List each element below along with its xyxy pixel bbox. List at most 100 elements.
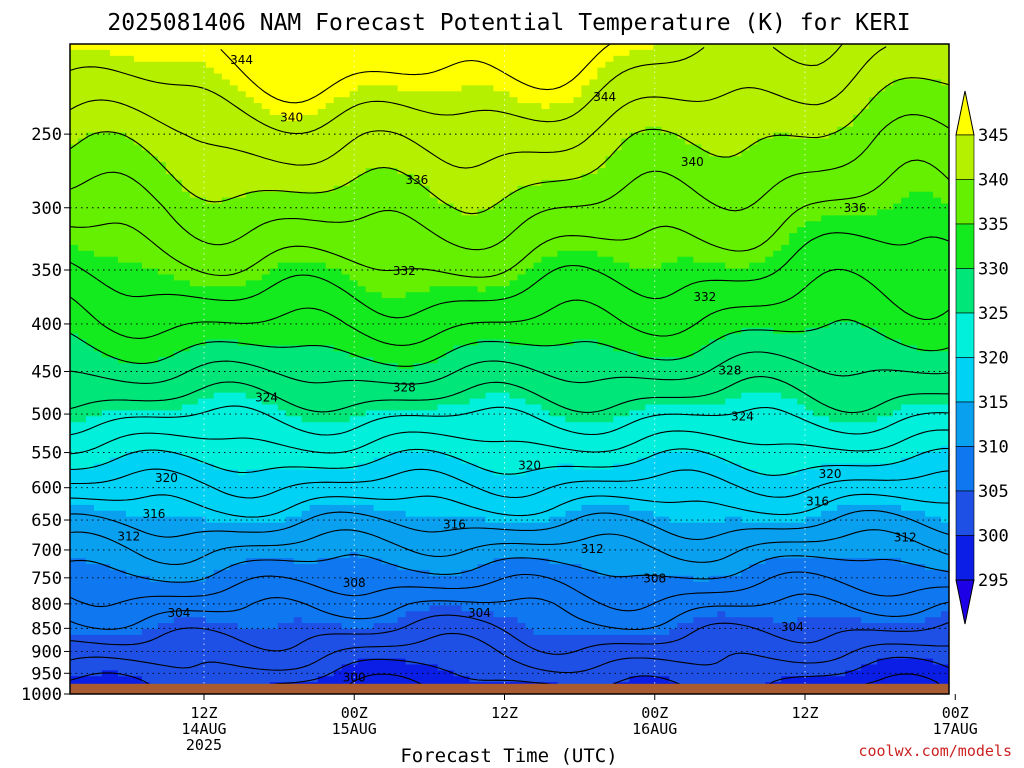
theta-cell — [405, 422, 415, 429]
theta-cell — [213, 363, 223, 370]
theta-cell — [253, 298, 263, 305]
theta-cell — [141, 162, 151, 169]
theta-cell — [245, 274, 255, 281]
theta-cell — [101, 504, 111, 512]
theta-cell — [173, 168, 183, 175]
theta-cell — [405, 203, 415, 211]
theta-cell — [77, 339, 87, 346]
theta-cell — [157, 215, 167, 222]
theta-cell — [189, 516, 199, 524]
theta-cell — [213, 256, 223, 264]
theta-cell — [285, 138, 295, 146]
theta-cell — [301, 327, 311, 335]
theta-cell — [277, 587, 287, 595]
theta-cell — [293, 670, 303, 677]
theta-cell — [301, 640, 311, 648]
theta-cell — [389, 67, 399, 75]
theta-cell — [181, 623, 191, 630]
theta-cell — [413, 510, 423, 518]
theta-cell — [189, 428, 199, 435]
theta-cell — [325, 286, 335, 293]
theta-cell — [405, 61, 415, 69]
theta-cell — [157, 357, 167, 364]
theta-cell — [301, 250, 311, 258]
theta-cell — [349, 676, 359, 683]
theta-cell — [229, 481, 239, 488]
theta-cell — [285, 79, 295, 86]
theta-cell — [381, 652, 391, 660]
theta-cell — [85, 298, 95, 305]
theta-cell — [85, 451, 95, 459]
theta-cell — [341, 499, 351, 506]
theta-cell — [309, 434, 319, 441]
theta-cell — [157, 664, 167, 671]
theta-cell — [381, 504, 391, 512]
theta-cell — [413, 623, 423, 630]
theta-cell — [381, 422, 391, 429]
theta-cell — [397, 493, 407, 500]
theta-cell — [149, 581, 159, 589]
theta-cell — [77, 309, 87, 317]
theta-cell — [285, 321, 295, 329]
theta-cell — [157, 132, 167, 140]
theta-cell — [189, 239, 199, 246]
theta-cell — [77, 120, 87, 128]
theta-cell — [405, 581, 415, 589]
theta-cell — [141, 126, 151, 134]
theta-cell — [197, 369, 207, 376]
theta-cell — [389, 481, 399, 488]
theta-cell — [317, 138, 327, 146]
theta-cell — [341, 156, 351, 163]
theta-cell — [317, 516, 327, 524]
theta-cell — [77, 61, 87, 69]
theta-cell — [309, 593, 319, 601]
theta-cell — [413, 298, 423, 305]
theta-cell — [357, 256, 367, 264]
theta-cell — [141, 132, 151, 140]
theta-cell — [157, 351, 167, 358]
theta-cell — [141, 73, 151, 81]
theta-cell — [173, 333, 183, 341]
theta-cell — [165, 91, 175, 98]
theta-cell — [173, 499, 183, 506]
theta-cell — [77, 363, 87, 370]
theta-cell — [413, 103, 423, 110]
theta-cell — [165, 540, 175, 547]
theta-cell — [397, 67, 407, 75]
theta-cell — [93, 309, 103, 317]
theta-cell — [125, 179, 135, 187]
theta-cell — [317, 250, 327, 258]
theta-cell — [125, 233, 135, 240]
theta-cell — [117, 546, 127, 553]
theta-cell — [285, 593, 295, 601]
theta-cell — [357, 640, 367, 648]
theta-cell — [341, 298, 351, 305]
theta-cell — [357, 327, 367, 335]
theta-cell — [429, 168, 439, 175]
theta-cell — [189, 85, 199, 92]
theta-cell — [309, 493, 319, 500]
theta-cell — [93, 203, 103, 211]
theta-cell — [381, 85, 391, 92]
theta-cell — [317, 445, 327, 453]
theta-cell — [277, 623, 287, 630]
theta-cell — [213, 120, 223, 128]
theta-cell — [197, 150, 207, 157]
theta-cell — [261, 244, 271, 252]
theta-cell — [389, 676, 399, 683]
theta-cell — [229, 540, 239, 547]
theta-cell — [397, 510, 407, 518]
theta-cell — [405, 439, 415, 447]
theta-cell — [253, 304, 263, 311]
theta-cell — [109, 617, 119, 624]
theta-cell — [165, 185, 175, 193]
theta-cell — [373, 197, 383, 205]
theta-cell — [397, 664, 407, 671]
theta-cell — [141, 634, 151, 642]
theta-cell — [293, 605, 303, 612]
theta-cell — [325, 227, 335, 234]
theta-cell — [405, 304, 415, 311]
theta-cell — [101, 55, 111, 63]
theta-cell — [269, 652, 279, 660]
theta-cell — [285, 475, 295, 482]
